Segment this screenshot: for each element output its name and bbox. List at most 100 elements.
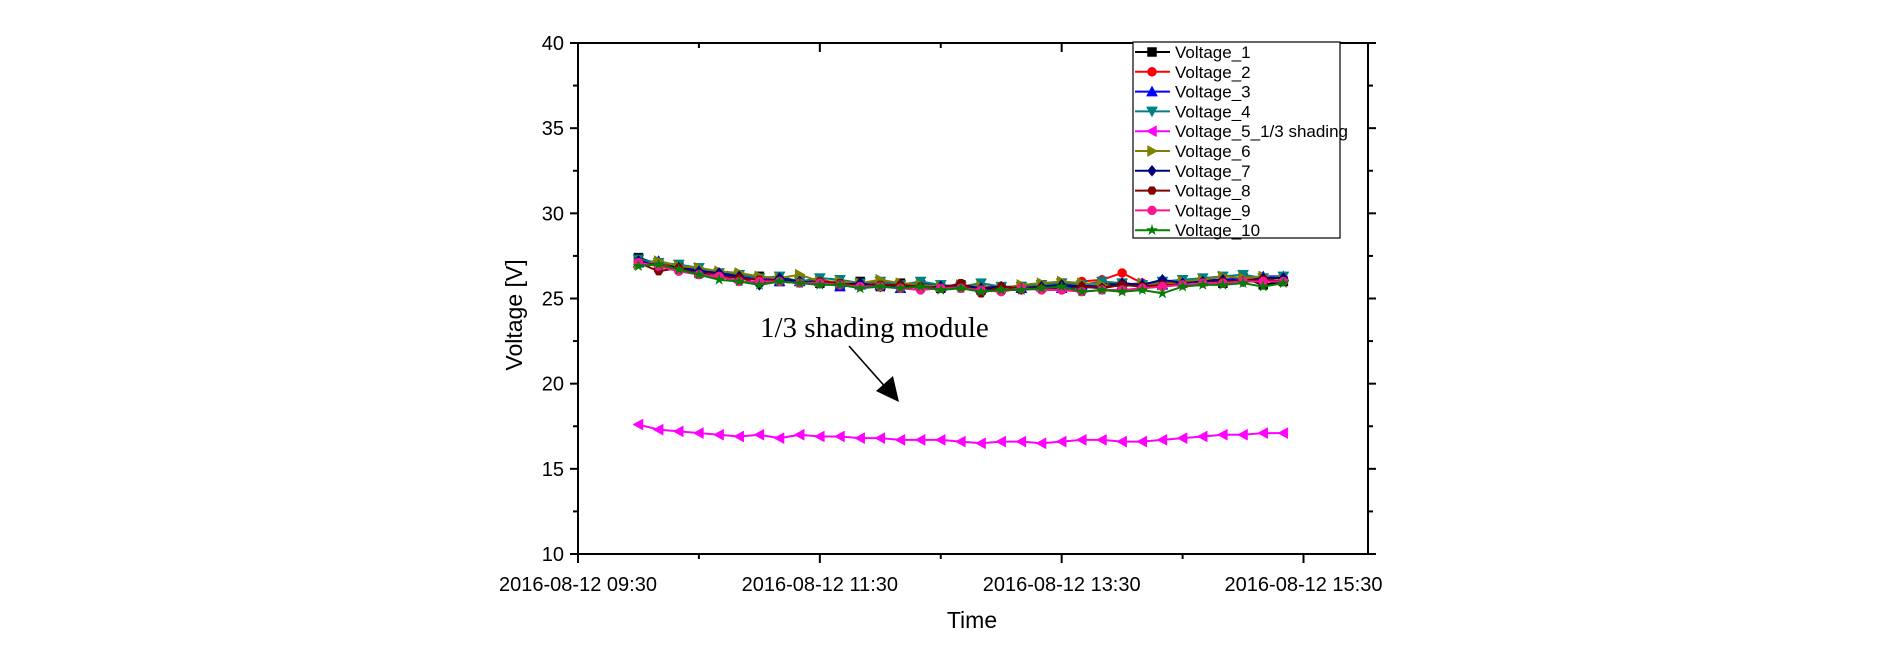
y-axis-title: Voltage [V]	[501, 259, 527, 370]
data-point	[672, 263, 685, 275]
data-point	[1216, 278, 1229, 291]
legend-marker	[1145, 223, 1159, 236]
axis-ticks: 10 15 20 25 30 35 40 2016-08-12 09:30 2016-08-12…	[499, 33, 1382, 596]
data-point	[1257, 427, 1268, 439]
data-point	[713, 273, 726, 285]
legend-marker	[1146, 85, 1158, 97]
data-point	[833, 430, 845, 443]
plot-series-group	[632, 252, 1290, 450]
data-point	[1216, 428, 1228, 441]
annotation-arrow	[848, 345, 899, 402]
legend-item: Voltage_5_1/3 shading	[1135, 122, 1348, 141]
data-point	[833, 278, 847, 291]
data-point	[1015, 283, 1028, 296]
legend-label: Voltage_5_1/3 shading	[1175, 122, 1348, 141]
data-point	[874, 280, 887, 292]
legend-item: Voltage_7	[1135, 162, 1251, 181]
data-point	[733, 275, 746, 287]
data-point	[1237, 428, 1248, 441]
data-point	[1055, 435, 1067, 448]
data-point	[975, 285, 988, 297]
data-point	[713, 428, 724, 441]
data-point	[1156, 287, 1169, 299]
data-point	[894, 433, 906, 446]
data-point	[692, 268, 705, 280]
legend-item: Voltage_9	[1135, 201, 1251, 220]
data-point	[1156, 433, 1168, 446]
data-point	[995, 283, 1008, 296]
data-point	[652, 258, 665, 270]
data-point	[1196, 278, 1209, 291]
data-point	[854, 432, 865, 445]
y-tick-label: 40	[542, 33, 564, 55]
data-point	[1035, 281, 1048, 294]
annotation-text: 1/3 shading module	[760, 312, 989, 344]
data-point	[733, 430, 744, 443]
series-voltage-10	[632, 258, 1290, 299]
legend-item: Voltage_4	[1135, 102, 1251, 121]
data-point	[894, 281, 907, 294]
data-point	[1095, 433, 1107, 446]
data-point	[1237, 276, 1250, 289]
y-tick-label: 15	[542, 459, 564, 481]
legend-label: Voltage_9	[1175, 201, 1251, 220]
data-point	[1015, 435, 1027, 448]
data-point	[1277, 427, 1289, 439]
data-point	[954, 281, 967, 294]
legend-item: Voltage_10	[1135, 221, 1260, 240]
data-point	[1257, 280, 1270, 292]
data-point	[1116, 285, 1129, 297]
legend-marker	[1147, 67, 1157, 77]
legend-item: Voltage_2	[1135, 63, 1251, 82]
data-point	[773, 275, 786, 287]
legend-label: Voltage_1	[1175, 43, 1251, 62]
data-point	[813, 430, 825, 443]
legend-box	[1132, 41, 1341, 239]
data-point	[632, 259, 645, 272]
data-point	[692, 427, 704, 439]
legend-label: Voltage_10	[1175, 221, 1260, 240]
legend: Voltage_1Voltage_2Voltage_3Voltage_4Volt…	[1132, 41, 1348, 240]
x-axis-title: Time	[947, 607, 997, 633]
legend-label: Voltage_4	[1175, 102, 1251, 121]
legend-item: Voltage_1	[1135, 43, 1251, 62]
legend-marker	[1147, 47, 1157, 57]
legend-marker	[1145, 125, 1157, 138]
legend-marker	[1147, 145, 1159, 157]
legend-marker	[1146, 106, 1158, 118]
data-point	[652, 423, 664, 436]
data-point	[632, 418, 644, 431]
y-tick-label: 30	[542, 203, 564, 225]
data-point	[813, 278, 826, 291]
data-point	[1136, 435, 1148, 448]
legend-label: Voltage_2	[1175, 63, 1251, 82]
legend-item: Voltage_3	[1135, 83, 1251, 102]
data-point	[914, 433, 926, 446]
y-tick-label: 25	[542, 289, 564, 311]
data-point	[995, 435, 1006, 448]
legend-label: Voltage_8	[1175, 182, 1251, 201]
data-point	[914, 280, 927, 292]
data-point	[1117, 268, 1127, 278]
legend-label: Voltage_7	[1175, 162, 1251, 181]
data-point	[1075, 285, 1088, 297]
data-point	[874, 432, 886, 445]
legend-marker	[1147, 186, 1157, 195]
data-point	[753, 428, 765, 441]
data-point	[1176, 280, 1189, 292]
data-point	[1075, 433, 1087, 446]
data-point	[954, 435, 966, 448]
data-point	[934, 433, 946, 446]
legend-label: Voltage_6	[1175, 142, 1251, 161]
data-point	[793, 428, 805, 441]
data-point	[854, 281, 867, 294]
x-tick-label: 2016-08-12 09:30	[499, 574, 657, 596]
y-tick-label: 10	[542, 544, 564, 566]
data-point	[1035, 437, 1047, 450]
data-point	[793, 276, 806, 289]
data-point	[672, 425, 684, 438]
x-tick-label: 2016-08-12 13:30	[983, 574, 1141, 596]
data-point	[1136, 283, 1149, 296]
data-point	[934, 283, 947, 296]
